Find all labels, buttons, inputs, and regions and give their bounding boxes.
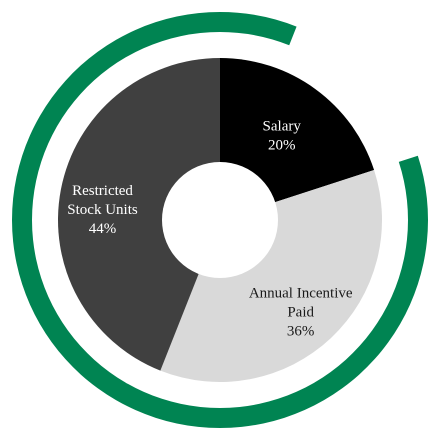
slice-value-label: 44% (89, 221, 117, 237)
outer-ring (12, 12, 428, 428)
slice-name-line: Annual Incentive (249, 286, 353, 302)
slice-name-line: Restricted (72, 183, 133, 199)
donut-hole (162, 162, 278, 278)
slice-value-label: 20% (268, 138, 296, 154)
slice-labels: Salary 20% Annual Incentive Paid 36% Restrict… (67, 119, 353, 340)
slice-name-line: Stock Units (67, 202, 138, 218)
slice-annual-incentive-paid (160, 169, 383, 382)
slice-name-line: Salary (263, 119, 302, 135)
slice-label: Annual Incentive Paid 36% (249, 286, 353, 340)
slice-name-line: Paid (287, 305, 314, 321)
slice-label: Salary 20% (263, 119, 302, 154)
slice-restricted-stock-units (58, 58, 220, 371)
slice-label: Restricted Stock Units 44% (67, 183, 138, 237)
outer-ring-segment-1 (220, 12, 297, 46)
slice-value-label: 36% (287, 324, 315, 340)
